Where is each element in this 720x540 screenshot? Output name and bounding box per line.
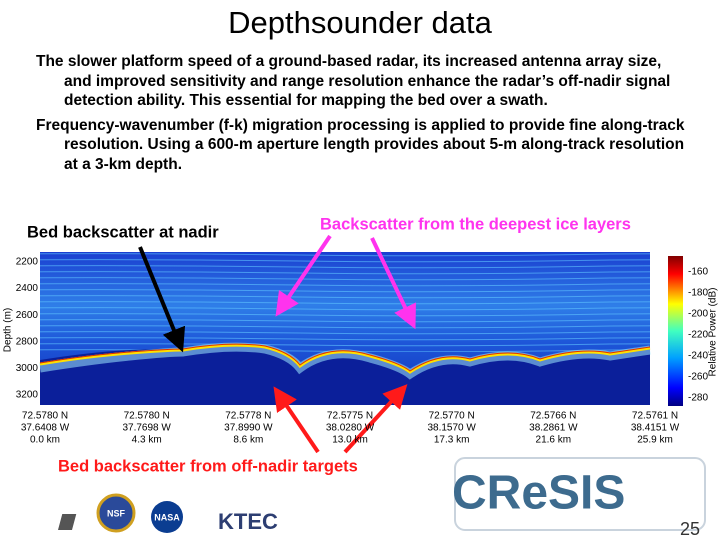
depth-tick-label: 2200 — [16, 257, 39, 268]
bullet: The slower platform speed of a ground-ba… — [36, 53, 671, 109]
location-dist: 4.3 km — [132, 435, 162, 446]
location-lat: 72.5780 N — [22, 411, 68, 422]
colorbar-tick-label: -160 — [688, 267, 708, 278]
colorbar-tick-label: -220 — [688, 330, 708, 341]
colorbar-tick-label: -240 — [688, 351, 708, 362]
colorbar-tick-label: -280 — [688, 393, 708, 404]
page-number: 25 — [680, 519, 700, 539]
annotation-off-nadir: Bed backscatter from off-nadir targets — [58, 457, 358, 475]
depth-axis-label: Depth (m) — [3, 308, 14, 352]
location-lat: 72.5778 N — [225, 411, 271, 422]
radargram-image — [39, 252, 683, 406]
colorbar-label: Relative Power (dB) — [708, 288, 719, 377]
location-dist: 25.9 km — [637, 435, 673, 446]
location-dist: 21.6 km — [536, 435, 572, 446]
location-lon: 37.7698 W — [122, 423, 171, 434]
ktec-logo: KTEC — [218, 509, 278, 534]
depth-tick-label: 2600 — [16, 310, 39, 321]
location-lon: 38.4151 W — [631, 423, 680, 434]
depth-tick-label: 2800 — [16, 336, 39, 347]
location-dist: 17.3 km — [434, 435, 470, 446]
depth-tick-label: 3000 — [16, 363, 39, 374]
location-lon: 37.6408 W — [21, 423, 70, 434]
arrow — [273, 386, 320, 454]
location-lat: 72.5780 N — [124, 411, 170, 422]
colorbar-tick-label: -200 — [688, 309, 708, 320]
colorbar-tick-label: -180 — [688, 288, 708, 299]
bullet-list: The slower platform speed of a ground-ba… — [0, 52, 690, 179]
cresis-logo: CReSIS — [452, 467, 625, 520]
arrow — [343, 384, 408, 454]
nasa-logo: NASA — [154, 512, 180, 522]
location-lon: 38.0280 W — [326, 423, 375, 434]
nsf-logo: NSF — [107, 508, 126, 518]
depth-tick-label: 3200 — [16, 390, 39, 401]
location-lon: 38.2861 W — [529, 423, 578, 434]
arrow — [370, 237, 416, 330]
location-lat: 72.5761 N — [632, 411, 678, 422]
annotation-deepest-layers: Backscatter from the deepest ice layers — [320, 215, 631, 233]
annotation-nadir: Bed backscatter at nadir — [27, 223, 219, 241]
bullet: Frequency-wavenumber (f-k) migration pro… — [36, 116, 685, 173]
location-lat: 72.5770 N — [429, 411, 475, 422]
location-lon: 37.8990 W — [224, 423, 273, 434]
arrow — [275, 234, 332, 317]
depth-tick-label: 2400 — [16, 283, 39, 294]
location-lat: 72.5766 N — [530, 411, 576, 422]
location-dist: 0.0 km — [30, 435, 60, 446]
location-lon: 38.1570 W — [427, 423, 476, 434]
location-dist: 8.6 km — [233, 435, 263, 446]
colorbar-tick-label: -260 — [688, 372, 708, 383]
logos: NSF NASA KTEC CReSIS — [57, 457, 706, 534]
location-lat: 72.5775 N — [327, 411, 373, 422]
location-dist: 13.0 km — [332, 435, 368, 446]
slide-title: Depthsounder data — [228, 5, 492, 40]
arrow — [138, 246, 186, 353]
